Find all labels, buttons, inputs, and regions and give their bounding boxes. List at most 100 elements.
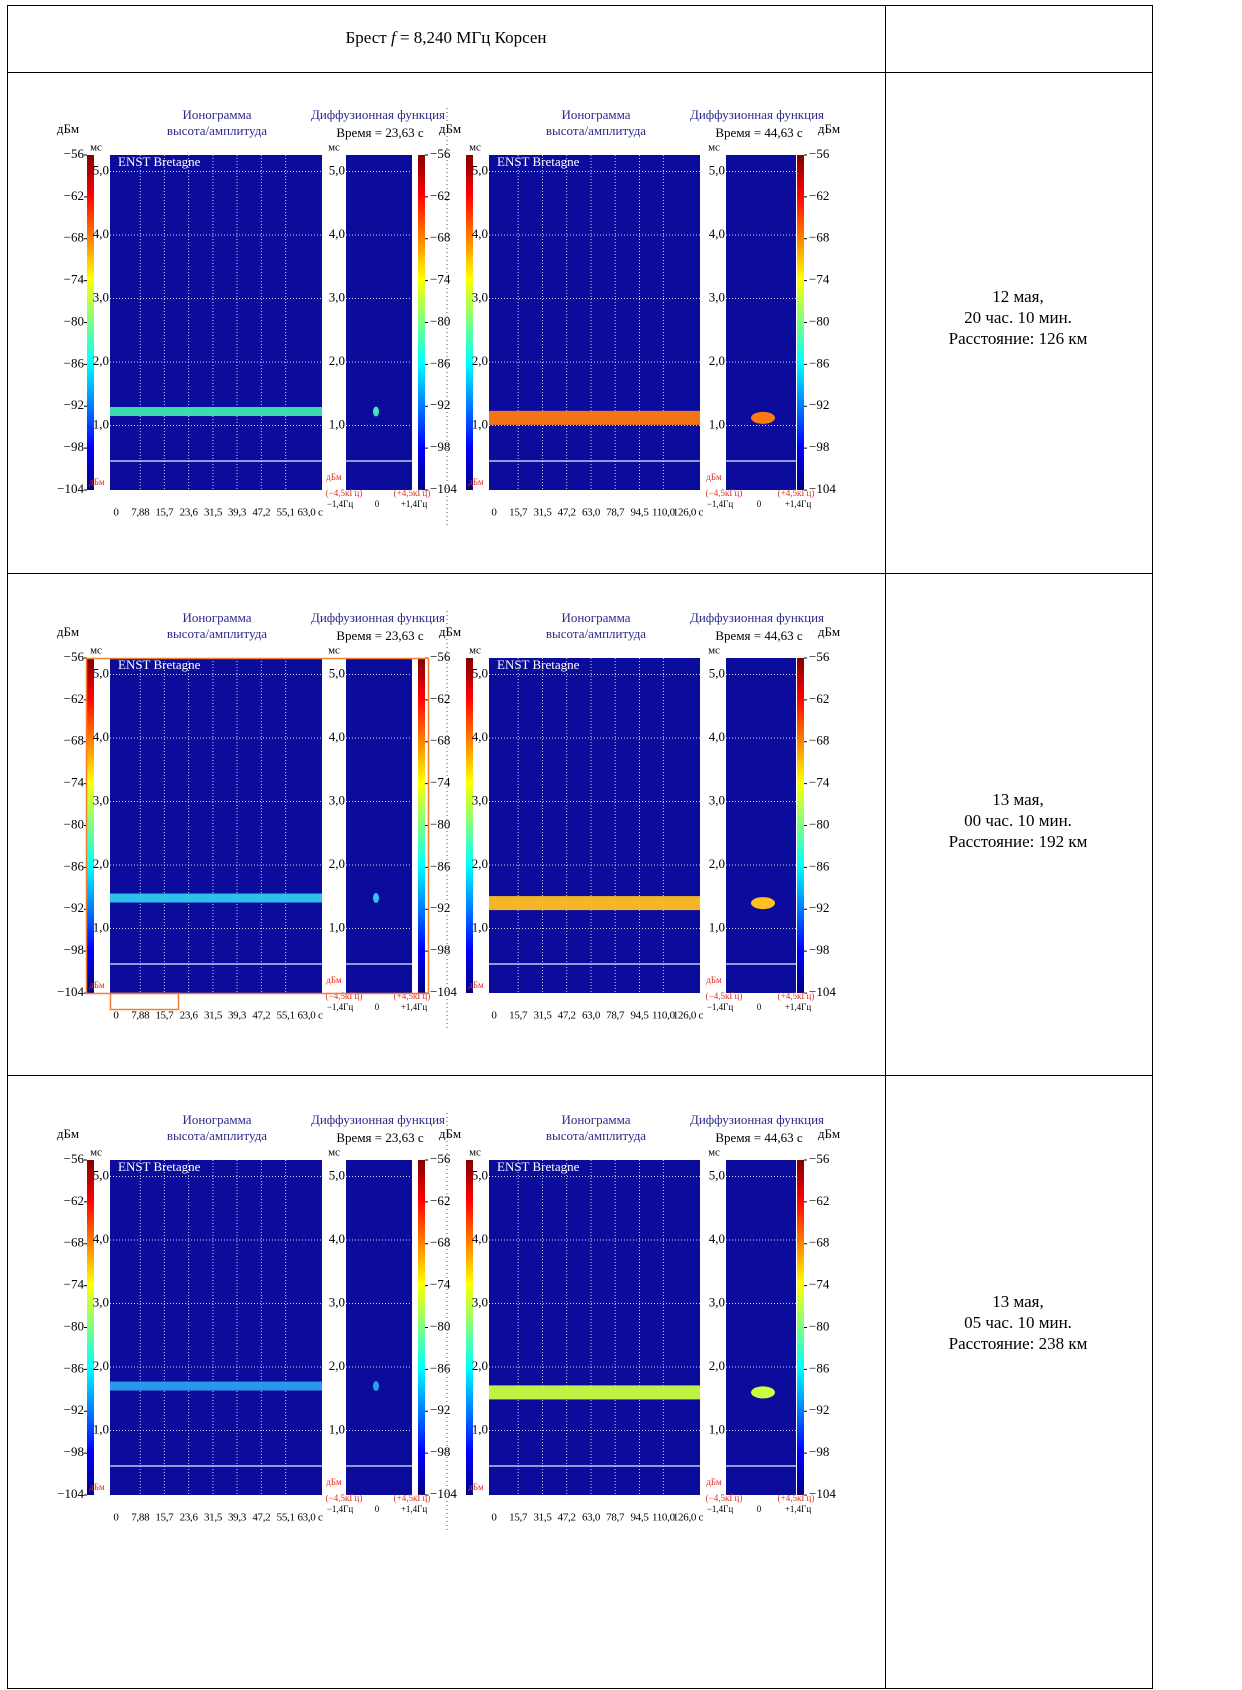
- selection-box: [85, 657, 430, 995]
- hz-label: −1,4Гц: [707, 499, 734, 509]
- x-tick-label: 15,7: [509, 507, 528, 519]
- colorbar-tick-label: −98: [430, 439, 450, 454]
- x-tick-label: 0: [491, 507, 497, 519]
- colorbar-tick-label: −68: [430, 733, 450, 748]
- colorbar-tick-label: −92: [430, 397, 450, 412]
- ms-unit: мс: [708, 142, 720, 154]
- ms-unit: мс: [469, 1147, 481, 1159]
- ms-unit: мс: [708, 645, 720, 657]
- colorbar-tick-label: −104: [57, 1486, 84, 1501]
- colorbar-tick-label: −74: [430, 1277, 451, 1292]
- dbm-unit: дБм: [818, 1126, 840, 1141]
- colorbar-tick-label: −62: [430, 1193, 450, 1208]
- dbm-unit-small: дБм: [468, 477, 484, 487]
- ionogram-subtitle: высота/амплитуда: [167, 123, 267, 138]
- x-tick-label: 31,5: [533, 1512, 552, 1524]
- x-tick-label: 63,0: [582, 1512, 601, 1524]
- hz-label: 0: [375, 1504, 380, 1514]
- ms-tick-label: 4,0: [93, 729, 109, 744]
- ms-tick-label: 5,0: [709, 162, 725, 177]
- ms-tick-label: 3,0: [472, 289, 488, 304]
- colorbar-tick-label: −68: [809, 230, 829, 245]
- colorbar-tick-label: −62: [64, 1193, 84, 1208]
- colorbar-tick-label: −62: [809, 1193, 829, 1208]
- colorbar: [466, 155, 473, 490]
- echo-band: [110, 893, 322, 903]
- x-tick-label: 7,88: [131, 507, 150, 519]
- colorbar-tick-label: −80: [430, 1318, 450, 1333]
- colorbar-tick-label: −74: [809, 1277, 830, 1292]
- row-date: 13 мая,: [992, 790, 1044, 809]
- colorbar: [418, 155, 425, 490]
- ms-tick-label: 4,0: [93, 226, 109, 241]
- freq-label: (+4,5кГц): [778, 1493, 815, 1503]
- colorbar-tick-label: −98: [64, 1444, 84, 1459]
- ms-tick-label: 5,0: [472, 1167, 488, 1182]
- dbm-unit-small: дБм: [89, 980, 105, 990]
- colorbar-tick-label: −86: [64, 858, 85, 873]
- ms-tick-label: 3,0: [329, 289, 345, 304]
- dbm-unit-small: дБм: [326, 975, 342, 985]
- colorbar: [418, 1160, 425, 1495]
- colorbar-tick-label: −56: [430, 649, 451, 664]
- ms-tick-label: 1,0: [709, 919, 725, 934]
- ms-unit: мс: [328, 1147, 340, 1159]
- x-tick-label: 23,6: [180, 507, 199, 519]
- colorbar-tick-label: −62: [430, 188, 450, 203]
- selection-box: [109, 992, 180, 1011]
- row-date: 13 мая,: [992, 1292, 1044, 1311]
- ms-tick-label: 1,0: [329, 416, 345, 431]
- x-tick-label: 31,5: [204, 1010, 223, 1022]
- ms-tick-label: 2,0: [329, 856, 345, 871]
- freq-label: (−4,5кГц): [326, 991, 363, 1001]
- ms-tick-label: 4,0: [329, 1231, 345, 1246]
- colorbar-tick-label: −98: [809, 439, 829, 454]
- ms-tick-label: 1,0: [709, 416, 725, 431]
- ionogram-subtitle: высота/амплитуда: [167, 626, 267, 641]
- x-tick-label: 63,0 c: [297, 1010, 323, 1022]
- diffusion-plot: [346, 658, 412, 993]
- hz-label: −1,4Гц: [327, 1002, 354, 1012]
- x-tick-label: 63,0 c: [297, 1512, 323, 1524]
- row-time: 00 час. 10 мин.: [964, 811, 1072, 830]
- colorbar: [797, 658, 804, 993]
- echo-band: [489, 896, 700, 911]
- colorbar-tick-label: −104: [809, 1486, 836, 1501]
- colorbar-tick-label: −92: [809, 900, 829, 915]
- ionogram-subtitle: высота/амплитуда: [546, 626, 646, 641]
- colorbar-tick-label: −62: [809, 691, 829, 706]
- diffusion-title: Диффузионная функция: [311, 610, 445, 625]
- colorbar-tick-label: −68: [64, 1235, 84, 1250]
- x-tick-label: 31,5: [204, 1512, 223, 1524]
- diffusion-plot: [346, 155, 412, 490]
- dbm-unit: дБм: [57, 121, 79, 136]
- hz-label: +1,4Гц: [401, 499, 428, 509]
- ms-tick-label: 1,0: [329, 919, 345, 934]
- ms-tick-label: 3,0: [709, 289, 725, 304]
- x-tick-label: 0: [491, 1512, 497, 1524]
- colorbar-tick-label: −74: [430, 775, 451, 790]
- freq-label: (+4,5кГц): [394, 991, 431, 1001]
- diffusion-plot: [726, 1160, 796, 1495]
- dbm-unit: дБм: [439, 121, 461, 136]
- colorbar: [797, 155, 804, 490]
- ms-tick-label: 5,0: [329, 665, 345, 680]
- dbm-unit-small: дБм: [706, 472, 722, 482]
- hz-label: 0: [375, 499, 380, 509]
- colorbar-tick-label: −68: [430, 1235, 450, 1250]
- x-tick-label: 15,7: [155, 1512, 174, 1524]
- colorbar-tick-label: −68: [809, 1235, 829, 1250]
- colorbar-tick-label: −92: [430, 1402, 450, 1417]
- ionogram-title: Ионограмма: [182, 1112, 251, 1127]
- ms-tick-label: 2,0: [472, 353, 488, 368]
- x-tick-label: 0: [113, 507, 119, 519]
- x-tick-label: 15,7: [155, 507, 174, 519]
- ms-unit: мс: [90, 1147, 102, 1159]
- colorbar-tick-label: −56: [809, 1151, 830, 1166]
- colorbar-tick-label: −74: [430, 272, 451, 287]
- colorbar-tick-label: −104: [430, 481, 457, 496]
- dbm-unit: дБм: [439, 1126, 461, 1141]
- ms-tick-label: 2,0: [472, 856, 488, 871]
- diffusion-title: Диффузионная функция: [690, 107, 824, 122]
